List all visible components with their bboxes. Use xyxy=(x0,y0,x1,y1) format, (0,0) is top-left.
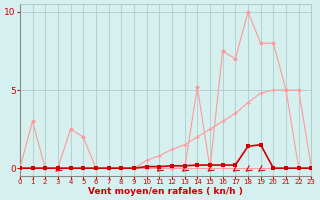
X-axis label: Vent moyen/en rafales ( kn/h ): Vent moyen/en rafales ( kn/h ) xyxy=(88,187,243,196)
